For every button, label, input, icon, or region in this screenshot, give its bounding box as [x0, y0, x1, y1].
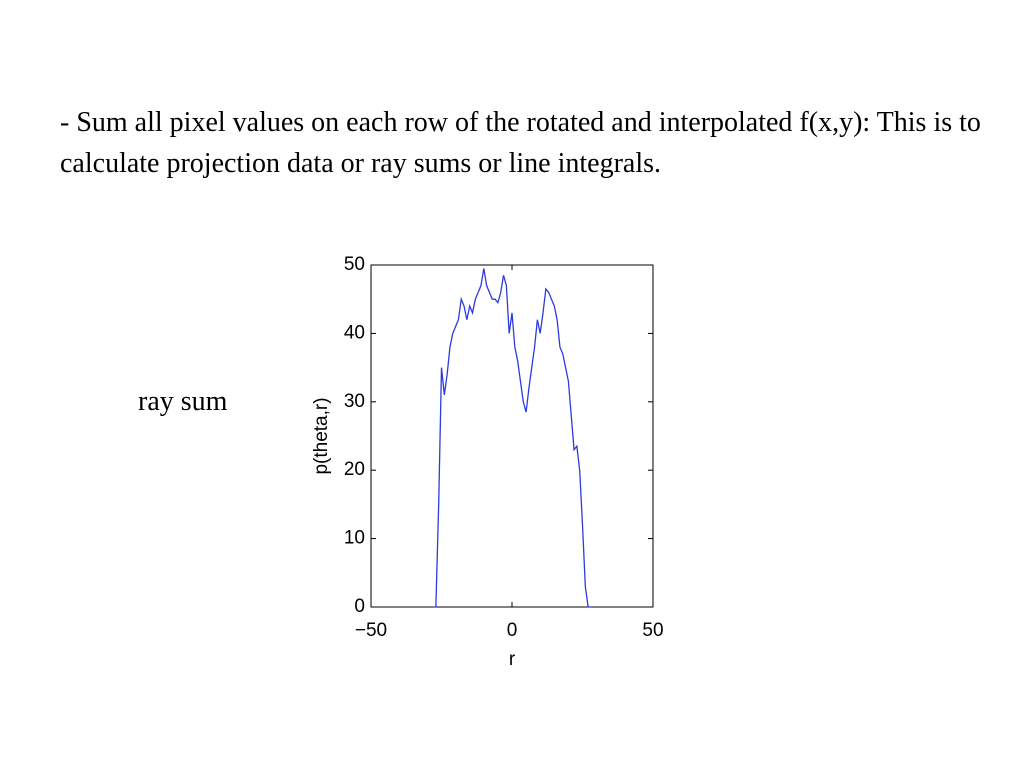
side-label: ray sum	[138, 386, 228, 417]
y-tick-label: 40	[344, 322, 365, 343]
data-line	[433, 268, 591, 608]
y-axis-label: p(theta,r)	[311, 397, 332, 474]
y-tick-label: 10	[344, 528, 365, 549]
y-tick-label: 20	[344, 459, 365, 480]
y-tick-label: 0	[354, 596, 365, 617]
x-tick-label: 0	[507, 620, 518, 641]
y-tick-label: 30	[344, 391, 365, 412]
x-tick-label: 50	[642, 620, 663, 641]
x-axis-label: r	[509, 649, 516, 670]
y-tick-label: 50	[344, 254, 365, 275]
x-tick-label: −50	[355, 620, 387, 641]
body-text: - Sum all pixel values on each row of th…	[60, 107, 981, 179]
